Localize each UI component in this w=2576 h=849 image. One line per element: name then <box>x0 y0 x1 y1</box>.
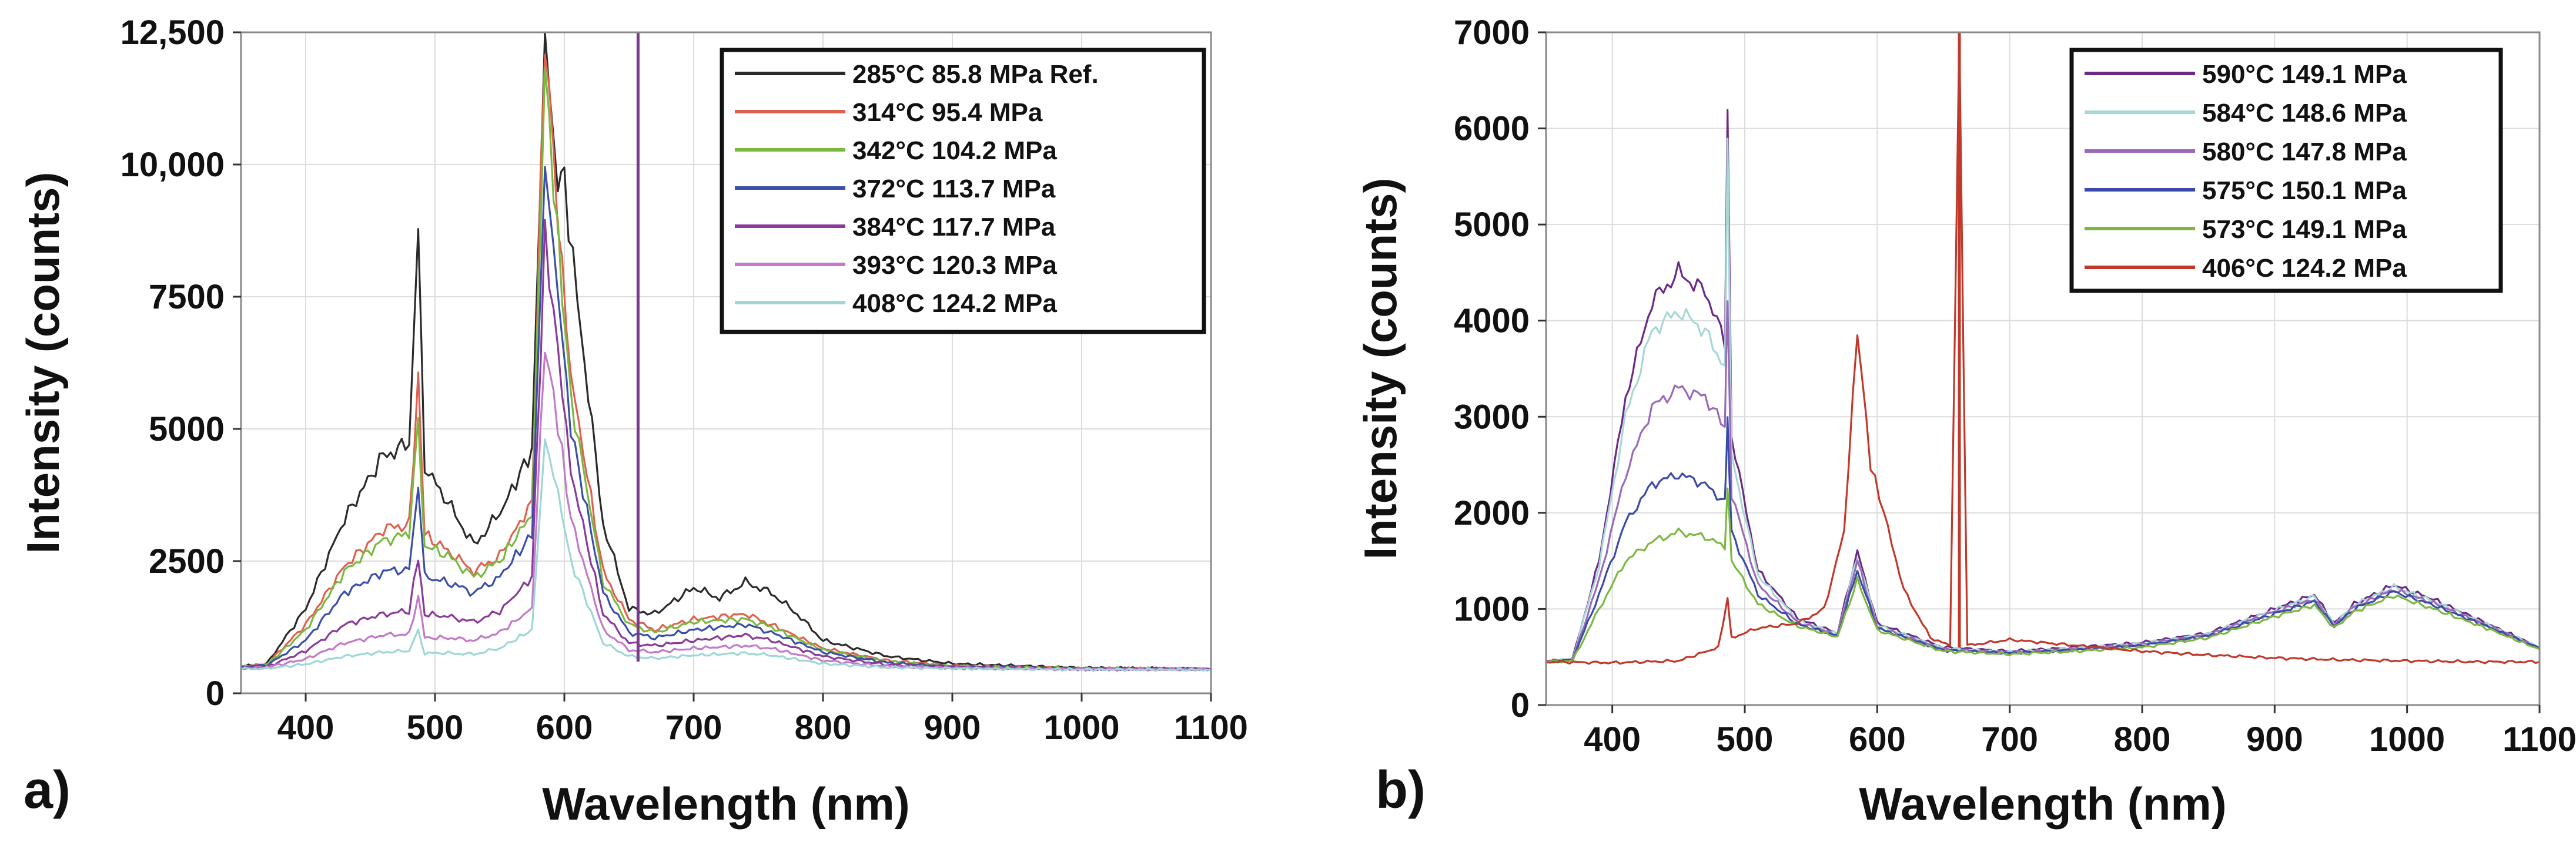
panel-a-x-tick-label: 700 <box>665 709 722 747</box>
panel-a-y-tick-label: 0 <box>206 674 225 713</box>
panel-b-legend-entry: 575°C 150.1 MPa <box>2202 176 2407 205</box>
panel-a-series-group <box>240 31 1212 672</box>
panel-b-x-tick-label: 800 <box>2114 720 2171 759</box>
panel-b-y-tick-label: 6000 <box>1454 110 1530 148</box>
panel-b-legend-box <box>2069 48 2503 293</box>
panel-b-y-tick-label: 7000 <box>1454 14 1530 52</box>
panel-b-series-line <box>1545 109 2540 664</box>
panel-a-x-tick-label: 800 <box>795 709 852 747</box>
panel-a-x-tick-label: 500 <box>407 709 464 747</box>
panel-a-y-axis-label: Intensity (counts) <box>17 172 69 553</box>
panel-a-x-tick-label: 600 <box>536 709 593 747</box>
panel-b-x-tick-label: 600 <box>1849 720 1906 759</box>
panel-b-axes-frame <box>1545 31 2541 706</box>
panel-b-x-tick-label: 900 <box>2246 720 2303 759</box>
panel-a-y-ticks: 0 2500 5000 7500 10,000 12,500 <box>121 14 241 713</box>
panel-b-y-ticks: 0 1000 2000 3000 4000 5000 6000 7000 <box>1454 14 1546 724</box>
panel-b-legend-entry: 406°C 124.2 MPa <box>2202 254 2407 283</box>
panel-b-legend: 590°C 149.1 MPa 584°C 148.6 MPa 580°C 147.… <box>2069 48 2503 293</box>
panel-b-label: b) <box>1376 761 1426 820</box>
panel-b-y-tick-label: 1000 <box>1454 590 1530 628</box>
panel-a-y-tick-label: 7500 <box>149 278 225 316</box>
panel-a-x-tick-label: 1100 <box>1174 709 1248 747</box>
panel-a-legend-entry: 384°C 117.7 MPa <box>852 213 1056 241</box>
panel-a-legend-entry: 408°C 124.2 MPa <box>852 289 1057 318</box>
panel-b-y-tick-label: 0 <box>1511 686 1530 724</box>
panel-b-series-line <box>1545 487 2540 664</box>
panel-a-legend-box <box>720 48 1206 334</box>
panel-b-legend-entry: 584°C 148.6 MPa <box>2202 99 2407 127</box>
panel-b-y-tick-label: 5000 <box>1454 206 1530 244</box>
panel-b-legend-entry: 590°C 149.1 MPa <box>2202 60 2407 89</box>
panel-b-x-tick-label: 700 <box>1981 720 2038 759</box>
panel-a-y-tick-label: 5000 <box>149 410 225 448</box>
panel-b-x-tick-label: 400 <box>1584 720 1641 759</box>
panel-a-chart: 400 500 600 700 800 900 1000 1100 0 2500 5000 7500… <box>17 14 1248 830</box>
panel-a-y-tick-label: 2500 <box>149 542 225 580</box>
panel-a-legend: 285°C 85.8 MPa Ref. 314°C 95.4 MPa 342°C 1… <box>720 48 1206 334</box>
panel-b-series-group <box>1545 31 2540 665</box>
panel-a-legend-entry: 393°C 120.3 MPa <box>852 251 1057 280</box>
panel-a-legend-entry: 342°C 104.2 MPa <box>852 136 1057 165</box>
panel-a-x-axis-label: Wavelength (nm) <box>542 778 909 830</box>
panel-b-x-tick-label: 1100 <box>2503 720 2576 759</box>
panel-a-legend-entry: 372°C 113.7 MPa <box>852 175 1056 203</box>
panel-a-legend-entry: 285°C 85.8 MPa Ref. <box>852 60 1099 89</box>
panel-a-series-line <box>240 438 1211 672</box>
panel-a-y-tick-label: 12,500 <box>121 14 225 52</box>
panel-b-x-tick-label: 500 <box>1717 720 1774 759</box>
panel-b-chart: 400 500 600 700 800 900 1000 1100 0 1000 2000 3000… <box>1354 14 2576 830</box>
panel-b-x-ticks: 400 500 600 700 800 900 1000 1100 <box>1584 705 2576 759</box>
panel-b-legend-entry: 573°C 149.1 MPa <box>2202 215 2407 244</box>
panel-a-x-tick-label: 1000 <box>1043 709 1119 747</box>
panel-b-y-tick-label: 3000 <box>1454 398 1530 436</box>
panel-a-legend-entry: 314°C 95.4 MPa <box>852 98 1043 127</box>
panel-b-series-line <box>1545 31 2540 665</box>
panel-a-axes-frame <box>240 31 1212 694</box>
panel-b-y-axis-label: Intensity (counts) <box>1354 177 1406 559</box>
panel-a-series-line <box>240 351 1212 672</box>
panel-a-x-tick-label: 400 <box>277 709 334 747</box>
panel-b-y-tick-label: 4000 <box>1454 302 1530 340</box>
panel-a-label: a) <box>24 761 71 820</box>
panel-b-legend-entry: 580°C 147.8 MPa <box>2202 137 2407 166</box>
panel-a-y-tick-label: 10,000 <box>121 146 225 184</box>
panel-b-x-axis-label: Wavelength (nm) <box>1859 778 2226 830</box>
panel-b-y-tick-label: 2000 <box>1454 494 1530 532</box>
panel-b-x-tick-label: 1000 <box>2369 720 2445 759</box>
panel-a-x-tick-label: 900 <box>924 709 981 747</box>
panel-a-x-ticks: 400 500 600 700 800 900 1000 1100 <box>277 693 1248 747</box>
